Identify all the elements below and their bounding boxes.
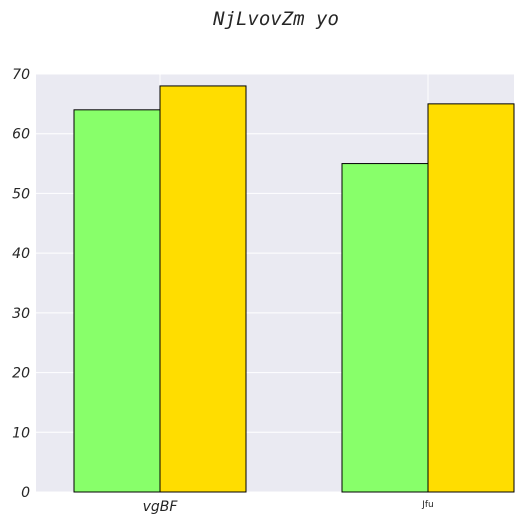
y-tick-label-1: 10 <box>12 425 30 441</box>
bar-Jfu-series-0 <box>342 164 428 492</box>
y-tick-label-6: 60 <box>12 127 30 143</box>
y-tick-label-5: 50 <box>12 186 30 202</box>
y-tick-label-3: 30 <box>12 306 30 322</box>
y-tick-label-4: 40 <box>12 246 30 262</box>
y-tick-label-7: 70 <box>12 67 30 83</box>
bar-vgBF-series-0 <box>74 110 160 492</box>
y-tick-label-0: 0 <box>21 485 30 501</box>
y-tick-label-2: 20 <box>12 366 30 382</box>
x-tick-label-0: vgBF <box>143 499 179 515</box>
bar-Jfu-series-1 <box>428 104 514 492</box>
x-tick-label-1: Jfu <box>421 500 434 510</box>
bar-vgBF-series-1 <box>160 86 246 492</box>
